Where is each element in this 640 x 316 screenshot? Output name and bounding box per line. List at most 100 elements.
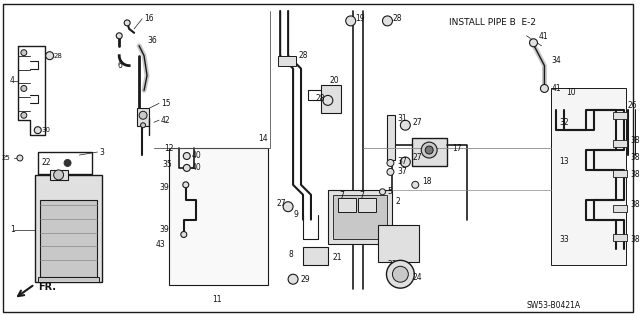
Circle shape (183, 164, 190, 171)
Circle shape (412, 181, 419, 188)
Text: 5: 5 (387, 187, 392, 196)
Circle shape (323, 95, 333, 105)
Text: 32: 32 (559, 118, 569, 127)
Bar (38, 277, 99, 282)
Text: 17: 17 (452, 143, 461, 153)
Circle shape (116, 33, 122, 39)
Bar (38, 152, 92, 174)
Text: 28: 28 (316, 94, 325, 103)
Circle shape (139, 111, 147, 119)
Text: 9: 9 (293, 210, 298, 219)
Bar (613, 205, 627, 212)
Text: 18: 18 (422, 177, 432, 186)
Text: 38: 38 (631, 170, 640, 179)
Text: 28: 28 (392, 15, 402, 23)
Circle shape (141, 123, 145, 128)
Circle shape (380, 189, 385, 195)
Text: 42: 42 (161, 116, 171, 125)
Circle shape (387, 160, 394, 167)
Bar (328, 190, 392, 245)
Text: 27: 27 (412, 118, 422, 127)
Text: 10: 10 (566, 88, 576, 97)
Text: 21: 21 (333, 253, 342, 262)
Circle shape (21, 112, 27, 118)
Text: 14: 14 (259, 134, 268, 143)
Circle shape (421, 142, 437, 158)
Text: 26: 26 (628, 101, 637, 110)
Circle shape (401, 157, 410, 167)
Bar (412, 138, 447, 166)
Text: 38: 38 (631, 235, 640, 244)
Circle shape (54, 170, 63, 180)
Bar (321, 85, 340, 113)
Bar (378, 225, 419, 262)
Text: 40: 40 (192, 163, 202, 173)
Circle shape (346, 16, 356, 26)
Text: 30: 30 (42, 127, 51, 133)
Bar (613, 140, 627, 147)
Text: FR.: FR. (38, 282, 56, 292)
Text: 29: 29 (300, 275, 310, 284)
Circle shape (387, 168, 394, 175)
Text: 27: 27 (412, 154, 422, 162)
Bar (358, 198, 376, 212)
Bar (338, 198, 356, 212)
Circle shape (288, 274, 298, 284)
Text: 11: 11 (212, 295, 221, 304)
Text: 37: 37 (397, 157, 407, 167)
Text: 4: 4 (10, 76, 15, 85)
Circle shape (401, 120, 410, 130)
Text: 38: 38 (631, 136, 640, 145)
Text: 28: 28 (54, 53, 63, 59)
Text: 41: 41 (552, 84, 561, 93)
Bar (613, 234, 627, 241)
Circle shape (35, 127, 41, 134)
Bar (613, 170, 627, 177)
Circle shape (64, 160, 71, 167)
Circle shape (21, 50, 27, 56)
Text: 7: 7 (360, 191, 365, 200)
Text: 40: 40 (192, 150, 202, 160)
Text: 36: 36 (147, 36, 157, 45)
Text: 33: 33 (559, 235, 569, 244)
Circle shape (183, 182, 189, 188)
Text: 20: 20 (330, 76, 339, 85)
Text: 34: 34 (552, 56, 561, 65)
Text: 15: 15 (161, 99, 171, 108)
Text: 35: 35 (162, 161, 172, 169)
Circle shape (540, 84, 548, 93)
Text: 39: 39 (159, 225, 169, 234)
Circle shape (183, 153, 190, 160)
Circle shape (124, 20, 130, 26)
Text: 43: 43 (155, 240, 165, 249)
Text: 37: 37 (397, 167, 407, 176)
Text: 28: 28 (298, 51, 308, 60)
Bar (613, 112, 627, 119)
Circle shape (45, 52, 54, 60)
Text: 19: 19 (356, 15, 365, 23)
Circle shape (383, 16, 392, 26)
Text: 1: 1 (10, 225, 15, 234)
Text: 8: 8 (289, 250, 293, 259)
Text: 6: 6 (117, 61, 122, 70)
Bar (50, 170, 68, 180)
Text: 7: 7 (340, 191, 345, 200)
Circle shape (387, 260, 414, 288)
Bar (169, 148, 268, 285)
Bar (387, 115, 396, 160)
Circle shape (392, 266, 408, 282)
Bar (40, 200, 97, 277)
Circle shape (181, 232, 187, 238)
Text: 41: 41 (538, 32, 548, 41)
Text: 12: 12 (164, 143, 174, 153)
Circle shape (425, 146, 433, 154)
Circle shape (283, 202, 293, 212)
Text: 38: 38 (631, 200, 640, 209)
Bar (333, 195, 387, 240)
Text: 23: 23 (387, 260, 397, 269)
Text: 39: 39 (159, 183, 169, 192)
Text: INSTALL PIPE B  E-2: INSTALL PIPE B E-2 (449, 18, 536, 27)
Bar (552, 88, 626, 265)
Bar (278, 56, 296, 66)
Text: 25: 25 (1, 155, 10, 161)
